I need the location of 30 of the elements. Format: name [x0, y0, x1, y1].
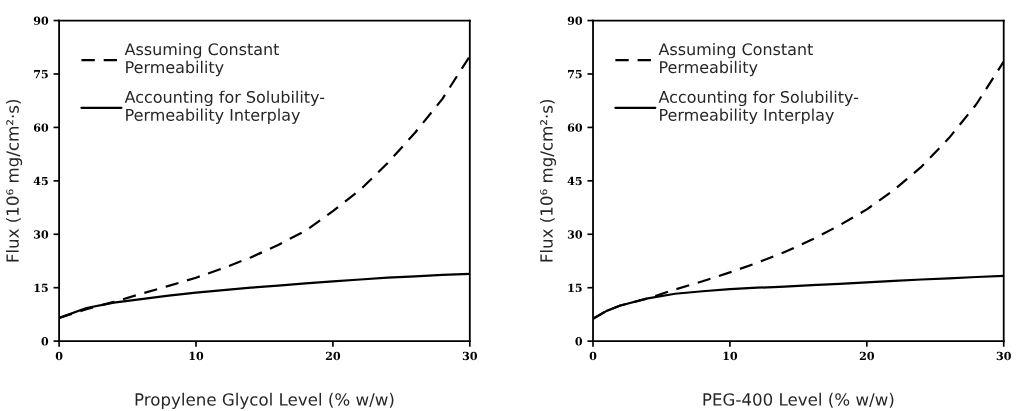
x-tick-label: 0: [55, 351, 63, 361]
y-tick-label: 15: [568, 283, 582, 293]
y-tick-label: 0: [575, 337, 583, 346]
y-tick-label: 0: [41, 337, 49, 346]
legend-label: Accounting for Solubility- Permeability Interplay: [658, 90, 859, 124]
x-axis-title: Propylene Glycol Level (% w/w): [135, 392, 394, 409]
y-tick-label: 45: [33, 176, 48, 186]
x-axis-title: PEG-400 Level (% w/w): [703, 392, 894, 408]
y-axis-title: Flux (10⁶ mg/cm²·s): [5, 99, 23, 262]
legend-label: Assuming Constant Permeability: [124, 42, 280, 77]
x-tick-label: 20: [859, 351, 875, 361]
y-axis-title: Flux (10⁶ mg/cm²·s): [539, 99, 557, 262]
x-tick-label: 10: [723, 351, 738, 361]
legend-label: Accounting for Solubility- Permeability Interplay: [124, 90, 325, 124]
x-tick-label: 30: [996, 351, 1011, 361]
x-tick-label: 10: [189, 351, 204, 361]
y-tick-label: 60: [33, 123, 49, 132]
y-tick-label: 15: [34, 283, 48, 293]
x-tick-label: 30: [462, 351, 478, 361]
y-tick-label: 60: [567, 123, 583, 132]
y-tick-label: 75: [568, 70, 582, 79]
y-tick-label: 90: [33, 16, 49, 25]
y-tick-label: 30: [34, 230, 49, 239]
x-tick-label: 20: [325, 351, 341, 361]
legend-label: Assuming Constant Permeability: [658, 42, 813, 77]
y-tick-label: 75: [34, 70, 48, 79]
y-tick-label: 90: [567, 16, 583, 25]
y-tick-label: 30: [567, 230, 583, 239]
y-tick-label: 45: [567, 176, 582, 186]
x-tick-label: 0: [589, 351, 597, 361]
